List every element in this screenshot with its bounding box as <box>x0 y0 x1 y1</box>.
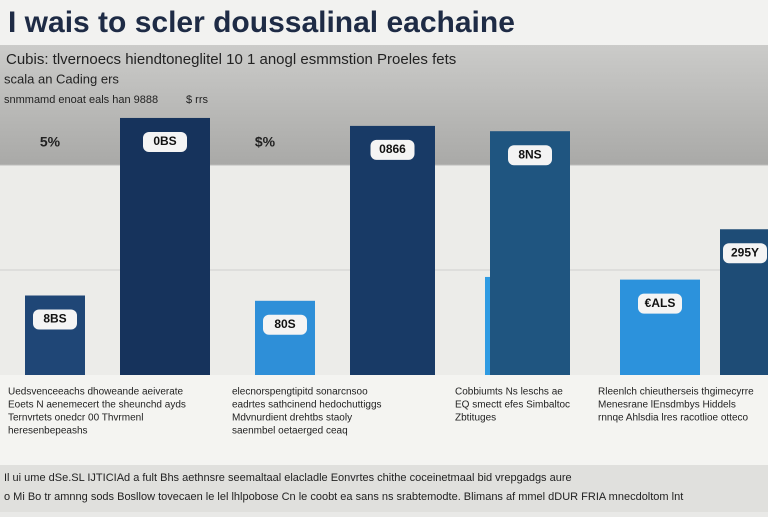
caption: Mdvnurdient drehtbs staoly <box>232 413 352 424</box>
title-band <box>0 0 768 45</box>
bar-label: 80S <box>274 317 295 331</box>
bar-label: 0BS <box>153 134 176 148</box>
title: I wais to scler doussalinal eachaine <box>8 6 515 39</box>
header-line: $ rrs <box>186 94 209 106</box>
bar-label: 8BS <box>43 312 66 326</box>
caption: rnnqe Ahlsdia lres racotlioe otteco <box>598 413 749 424</box>
caption: Uedsvenceeachs dhoweande aeiverate <box>8 387 184 398</box>
bar <box>490 131 570 375</box>
label-box <box>143 131 187 152</box>
label-box <box>33 309 77 330</box>
caption: Rleenlch chieutherseis thgimecyrre <box>598 387 754 398</box>
bar <box>25 295 85 375</box>
label-box <box>370 139 415 160</box>
bar-label: 8NS <box>518 147 541 161</box>
caption: Zbtituges <box>455 413 496 424</box>
bar-label: €ALS <box>645 296 676 310</box>
caption: eadrtes sathcinend hedochuttiggs <box>232 400 382 411</box>
label-box <box>638 293 682 314</box>
caption: heresenbepeashs <box>8 426 88 437</box>
caption: Ternvrtets onedcr 00 Thvrmenl <box>8 413 143 424</box>
caption: EQ smectt efes Simbaltoc <box>455 400 570 411</box>
footer-band <box>0 465 768 512</box>
bar-label: 0866 <box>379 142 406 156</box>
label-box <box>508 145 552 166</box>
subtitle: Cubis: tlvernoecs hiendtoneglitel 10 1 a… <box>6 51 456 68</box>
top-label: 5% <box>40 134 61 150</box>
header-line: snmmamd enoat eals han 9888 <box>4 94 158 106</box>
footer-line: Il ui ume dSe.SL IJTICIAd a fult Bhs aet… <box>4 472 572 484</box>
bar <box>255 300 315 375</box>
footer-line: o Mi Bo tr amnng sods Bosllow tovecaen l… <box>4 491 683 503</box>
caption: Menesrane lEnsdmbys Hiddels <box>598 400 736 411</box>
header-line: scala an Cading ers <box>4 71 119 86</box>
bar <box>120 117 210 375</box>
bar-label: 295Y <box>731 245 759 259</box>
caption: Cobbiumts Ns leschs ae <box>455 387 563 398</box>
top-label: $% <box>255 134 276 150</box>
label-box <box>723 243 767 264</box>
label-box <box>263 314 307 335</box>
bar <box>350 125 435 376</box>
caption: saenmbel oetaerged ceaq <box>232 426 348 437</box>
caption-band <box>0 375 768 470</box>
caption: elecnorspengtipitd sonarcnsoo <box>232 387 368 398</box>
caption: Eoets N aenemecert the sheunchd ayds <box>8 400 186 411</box>
